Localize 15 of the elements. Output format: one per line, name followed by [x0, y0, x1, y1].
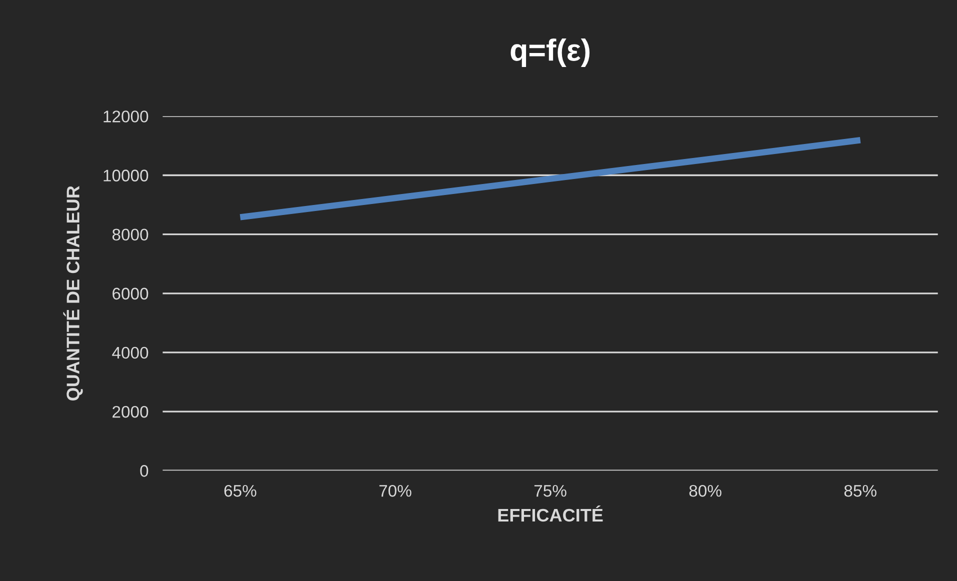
x-tick-label: 75%	[534, 485, 566, 497]
x-tick-label: 70%	[379, 484, 412, 497]
x-tick-label: 85%	[844, 484, 876, 497]
y-tick-label: 0	[140, 465, 148, 477]
y-tick-label: 12000	[104, 110, 148, 122]
y-axis-title: QUANTITÉ DE CHALEUR	[63, 186, 83, 400]
y-tick-label: 4000	[112, 346, 148, 359]
y-tick-label: 6000	[112, 288, 148, 300]
chart-title: q=f(ε)	[510, 38, 590, 67]
x-axis-title: EFFICACITÉ	[498, 505, 603, 522]
x-tick-label: 80%	[689, 484, 722, 497]
y-tick-label: 8000	[112, 228, 148, 241]
y-tick-label: 10000	[104, 170, 148, 182]
y-tick-label: 2000	[112, 406, 148, 418]
x-tick-label: 65%	[224, 484, 256, 497]
